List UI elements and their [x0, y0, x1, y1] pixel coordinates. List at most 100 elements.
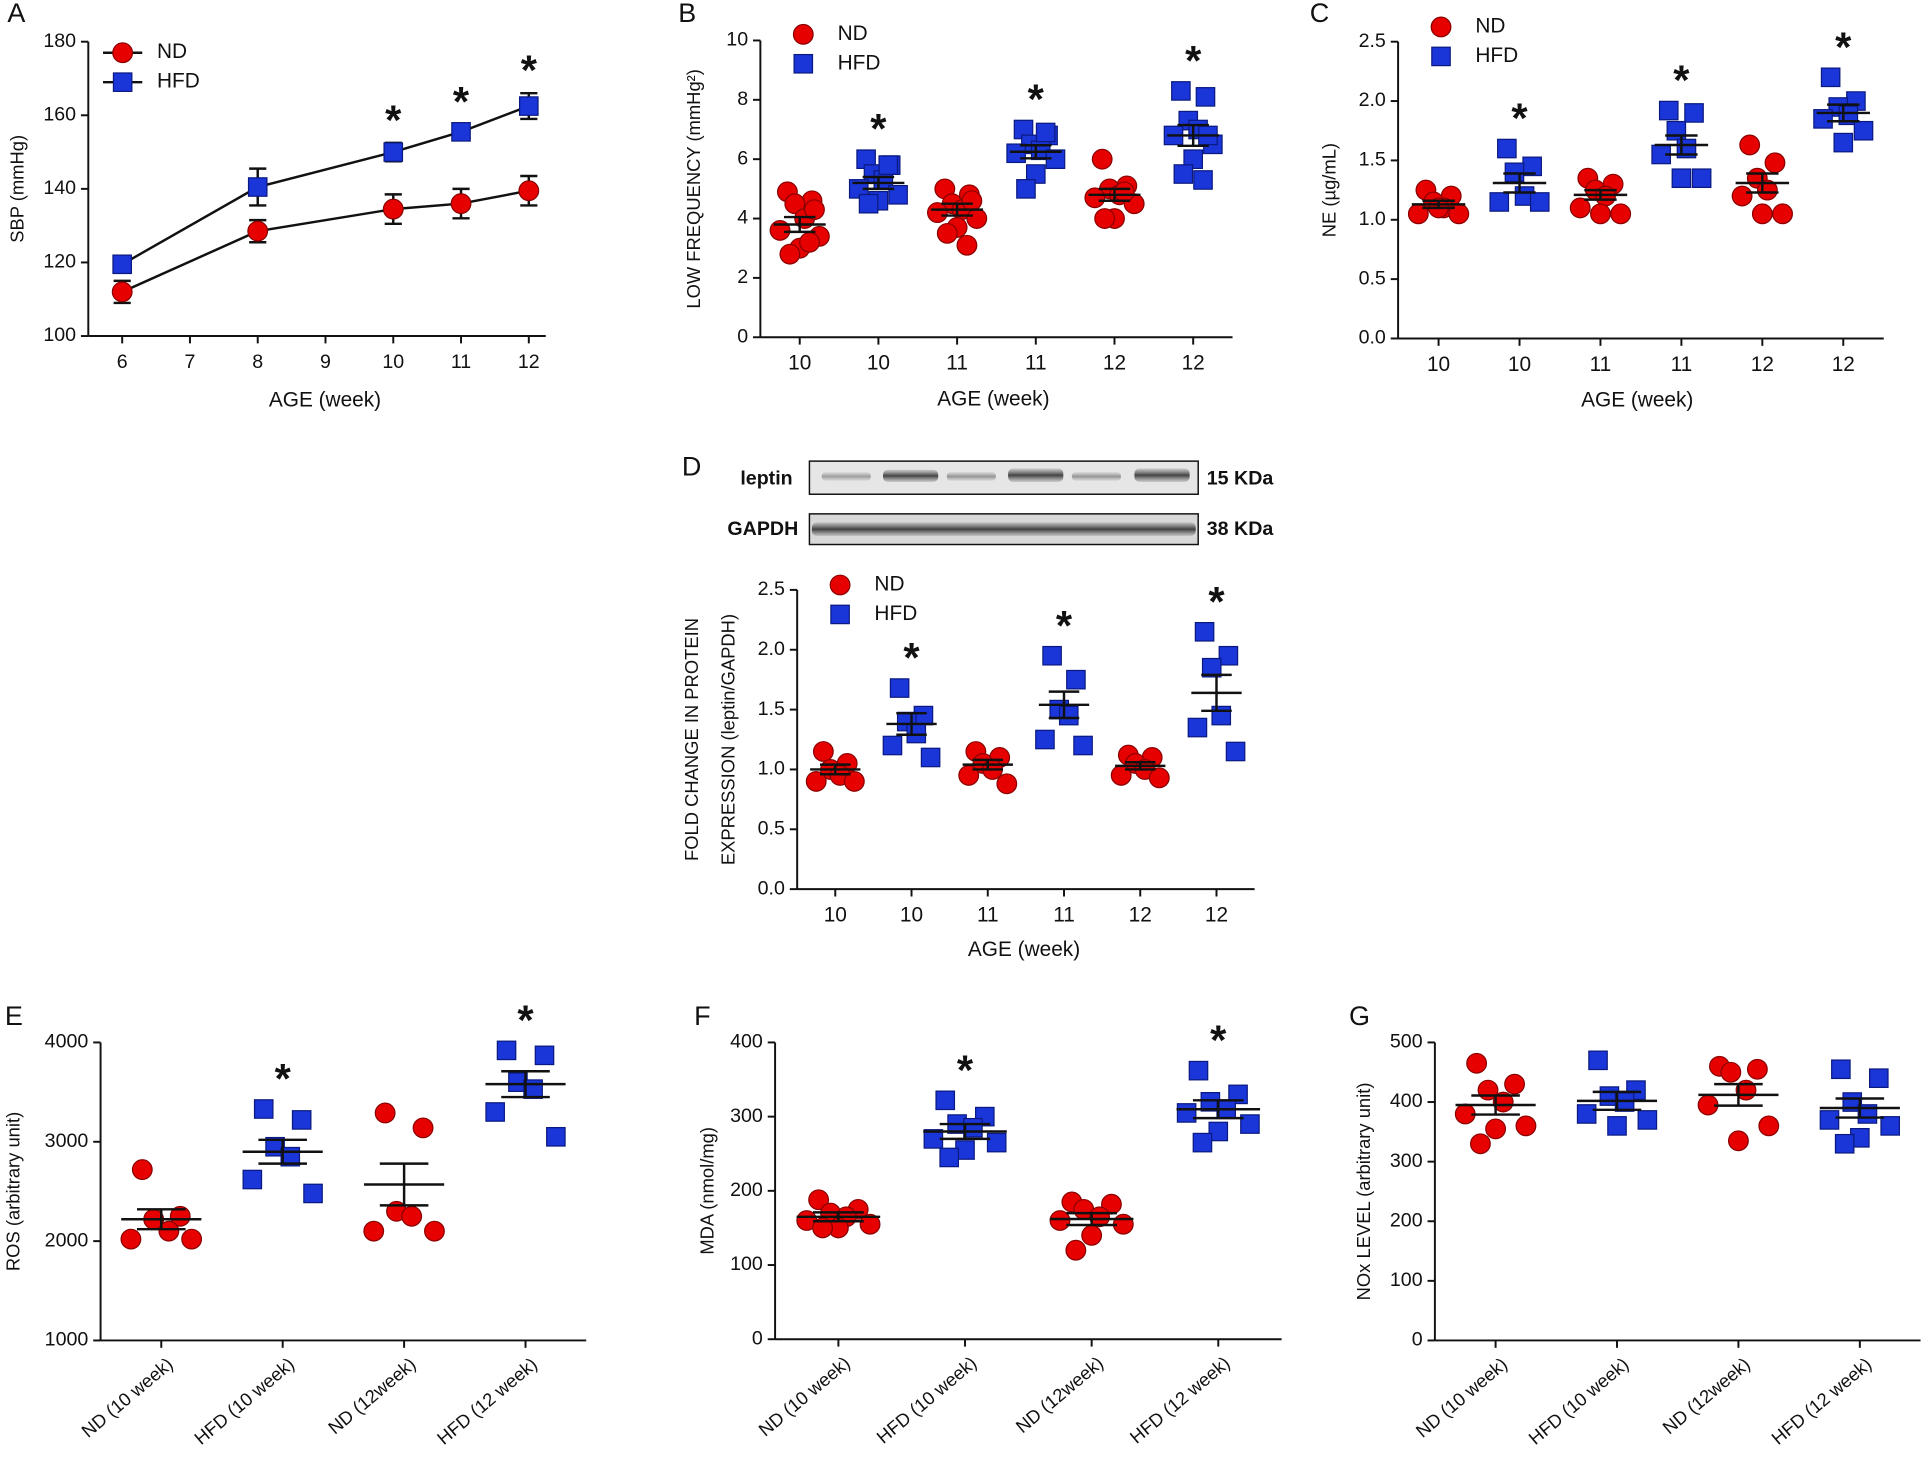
y-tick-label: 4000 [45, 1031, 89, 1053]
x-tick-label: HFD (10 week) [1524, 1353, 1632, 1449]
x-axis-label: AGE (week) [1581, 389, 1693, 412]
data-point [1720, 1061, 1742, 1083]
sem-bar [1177, 123, 1209, 148]
significance: * [385, 96, 402, 143]
data-point [1607, 1116, 1627, 1136]
y-tick-label: 10 [726, 29, 748, 51]
y-tick-label: 2000 [45, 1229, 89, 1251]
sem-bar [896, 711, 927, 736]
y-axis-label: ROS (arbitrary unit) [3, 1112, 24, 1271]
data-point [1758, 1115, 1780, 1137]
y-axis-label: SBP (mmHg) [6, 135, 27, 243]
data-point [956, 234, 978, 256]
y-tick-label: 300 [1390, 1150, 1423, 1172]
blot-bands [811, 468, 1196, 536]
x-tick-label: 10 [824, 904, 847, 927]
legend-label: HFD [1475, 44, 1518, 67]
sem-bar [1048, 690, 1080, 720]
significance: * [517, 996, 534, 1043]
blot-row-label: leptin [740, 468, 792, 490]
panel-letter: C [1310, 0, 1329, 28]
data-point [1569, 197, 1591, 219]
x-tick-label: ND (10 week) [1412, 1353, 1512, 1441]
legend-marker [112, 42, 134, 64]
y-tick-label: 160 [43, 103, 76, 125]
data-point [181, 1228, 203, 1250]
data-point [242, 1169, 263, 1190]
data-point [485, 1102, 505, 1122]
data-point [1751, 203, 1773, 225]
data-point [1188, 1060, 1209, 1081]
sem-bar [783, 215, 816, 234]
data-point [451, 122, 471, 142]
x-tick-label: HFD (12 week) [433, 1353, 541, 1449]
significance: * [521, 47, 538, 94]
data-point [1201, 657, 1222, 678]
panel: 0.0 0.5 1.0 1.5 2.0 2.5 NE (µg/mL) 10 10 * 11 11 * 12… [1319, 14, 1884, 412]
legend-marker [829, 574, 851, 596]
panel: 0.0 0.5 1.0 1.5 2.0 2.5 FOLD CHANGE IN PROTEIN… [681, 572, 1255, 961]
legend-marker [830, 604, 850, 625]
sem-bar [379, 1162, 429, 1207]
data-point [1208, 1121, 1229, 1142]
sem-bar [1827, 103, 1860, 123]
data-point [1049, 1210, 1071, 1231]
data-point [1820, 67, 1841, 88]
x-axis-label: AGE (week) [269, 389, 381, 412]
data-point [812, 1217, 833, 1239]
sem-bar [862, 175, 895, 191]
significance: * [275, 1055, 292, 1102]
y-tick-label: 200 [730, 1179, 763, 1201]
data-point [1094, 208, 1116, 229]
x-tick-label: 11 [451, 351, 471, 373]
data-point [804, 199, 825, 221]
data-point [882, 735, 903, 756]
data-point [1065, 1239, 1087, 1261]
x-tick-label: 11 [1590, 353, 1612, 376]
data-point [1218, 645, 1239, 666]
sem-bar [1422, 199, 1455, 210]
sem-bar [972, 758, 1004, 771]
panel-letter: B [678, 0, 696, 28]
data-point [1113, 181, 1135, 203]
data-point [1469, 1133, 1491, 1155]
data-point [859, 1213, 881, 1235]
y-tick-label: 6 [737, 147, 748, 169]
sem-bar [1584, 188, 1617, 201]
x-tick-label: 12 [518, 351, 540, 373]
data-point [1746, 1058, 1768, 1080]
data-point [858, 193, 879, 214]
data-point [401, 1205, 423, 1227]
data-point [1515, 1115, 1537, 1137]
data-point [1192, 1132, 1213, 1153]
data-point [111, 281, 133, 303]
data-point [1684, 103, 1704, 123]
x-tick-label: 12 [1832, 353, 1855, 376]
data-point [424, 1220, 445, 1242]
data-point [546, 1126, 566, 1147]
y-tick-label: 1.0 [1359, 208, 1386, 230]
legend-marker [793, 53, 814, 74]
data-point [131, 1159, 153, 1181]
y-axis-label: NE (µg/mL) [1319, 143, 1340, 237]
data-point [1666, 120, 1687, 141]
y-tick-label: 4 [737, 207, 748, 229]
y-tick-label: 100 [43, 324, 76, 346]
data-point [1066, 669, 1086, 690]
data-point [253, 1099, 274, 1119]
x-tick-label: 7 [185, 351, 196, 373]
y-tick-label: 140 [43, 177, 76, 199]
legend-label: HFD [157, 70, 200, 93]
sem-bar [813, 1211, 864, 1223]
y-tick-label: 0.0 [1359, 327, 1386, 349]
data-point [1006, 143, 1026, 164]
sem-bar [1192, 1099, 1244, 1120]
data-point [812, 741, 834, 762]
blot-size-label: 38 KDa [1207, 518, 1275, 540]
data-point [518, 180, 540, 202]
blot-size-label: 15 KDa [1207, 468, 1275, 490]
x-tick-label: 10 [1427, 353, 1450, 376]
sem-bar [501, 1070, 550, 1099]
legend-marker [1430, 16, 1452, 38]
